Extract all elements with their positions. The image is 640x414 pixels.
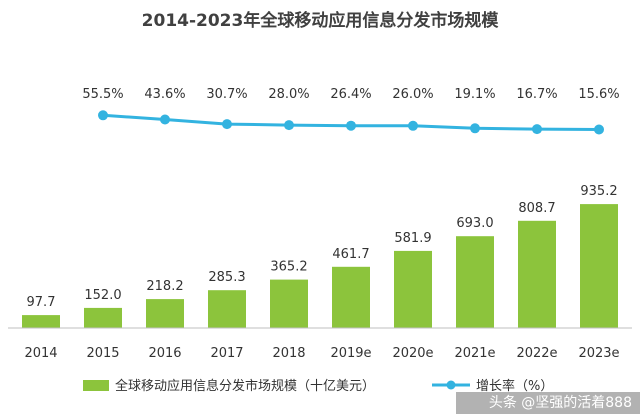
growth-rate-label: 16.7% [516,87,557,102]
growth-rate-label: 19.1% [454,87,495,102]
x-tick-label: 2022e [516,346,557,361]
growth-rate-point [532,124,542,135]
watermark-backdrop [456,392,640,414]
growth-rate-label: 43.6% [144,87,185,102]
growth-rate-label: 28.0% [268,87,309,102]
x-tick-label: 2019e [330,346,371,361]
growth-rate-point [594,124,604,135]
bar-2016 [146,299,184,328]
growth-rate-label: 55.5% [82,87,123,102]
x-tick-label: 2021e [454,346,495,361]
bar-value-label: 461.7 [332,247,369,262]
legend-bar-swatch [83,380,109,391]
growth-rate-label: 26.0% [392,87,433,102]
growth-rate-point [346,120,356,131]
watermark: 头条 @坚强的活着888 [489,394,632,411]
bar-2021e [456,236,494,328]
bar-value-label: 365.2 [270,260,307,275]
legend-line-marker [446,380,456,390]
growth-rate-point [470,123,480,134]
chart-title: 2014-2023年全球移动应用信息分发市场规模 [142,10,500,31]
bar-2022e [518,220,556,328]
bar-value-label: 97.7 [27,295,56,310]
x-tick-label: 2015 [86,346,119,361]
bar-value-label: 152.0 [84,288,121,303]
x-tick-label: 2014 [24,346,57,361]
growth-rate-point [284,120,294,131]
x-tick-label: 2017 [210,346,243,361]
growth-rate-point [98,110,108,121]
growth-rate-label: 26.4% [330,87,371,102]
x-tick-label: 2023e [578,346,619,361]
bar-2023e [580,204,618,328]
bar-2018 [270,279,308,328]
bar-2019e [332,266,370,328]
bar-value-label: 693.0 [456,216,493,231]
x-tick-label: 2016 [148,346,181,361]
x-tick-label: 2018 [272,346,305,361]
bar-value-label: 935.2 [580,184,617,199]
bar-2017 [208,290,246,328]
bar-value-label: 808.7 [518,201,555,216]
market-size-series: 97.7 152.0 218.2 285.3 365.2 461.7 581.9 693.0 8… [22,184,618,328]
x-axis-ticks: 2014 2015 2016 2017 2018 2019e 2020e 2021e 2022e… [24,346,619,361]
bar-value-label: 218.2 [146,279,183,294]
bar-2015 [84,307,122,328]
growth-rate-point [408,120,418,131]
growth-rate-point [160,114,170,125]
legend-line-label: 增长率（%） [476,378,553,394]
x-tick-label: 2020e [392,346,433,361]
legend-bar-label: 全球移动应用信息分发市场规模（十亿美元） [115,378,375,394]
bar-value-label: 285.3 [208,270,245,285]
legend: 全球移动应用信息分发市场规模（十亿美元） 增长率（%） [83,378,553,394]
growth-rate-series: 55.5% 43.6% 30.7% 28.0% 26.4% 26.0% 19.1% 16.7%… [82,87,620,135]
bar-value-label: 581.9 [394,231,431,246]
growth-rate-label: 30.7% [206,87,247,102]
growth-rate-label: 15.6% [578,87,619,102]
growth-rate-point [222,119,232,130]
bar-2020e [394,250,432,328]
bar-2014 [22,315,60,328]
